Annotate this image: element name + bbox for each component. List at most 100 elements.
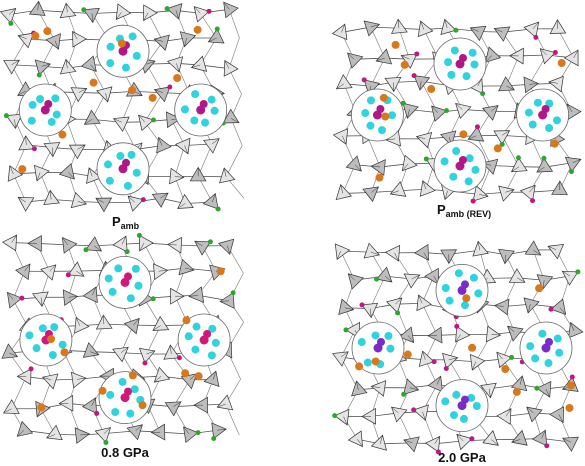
- guest-atom: [441, 397, 449, 405]
- guest-atom: [181, 105, 189, 113]
- atom: [444, 108, 449, 113]
- tetrahedron: [568, 322, 582, 337]
- oxygen-atom: [375, 174, 383, 182]
- guest-atom: [104, 160, 112, 168]
- oxygen-atom: [173, 74, 181, 82]
- guest-center: [461, 396, 469, 404]
- tetrahedron: [153, 317, 169, 331]
- guest-atom: [358, 338, 366, 346]
- guest-atom: [39, 324, 47, 332]
- atom: [29, 366, 34, 371]
- guest-atom: [452, 391, 460, 399]
- tetrahedron: [47, 425, 62, 439]
- tetrahedron: [428, 327, 442, 343]
- tetrahedron: [2, 344, 18, 358]
- tetrahedron: [204, 371, 219, 386]
- tetrahedron: [60, 3, 75, 17]
- tetrahedron: [336, 75, 352, 89]
- tetrahedron: [71, 193, 86, 208]
- atom: [570, 375, 575, 380]
- guest-atom: [367, 96, 375, 104]
- atom: [569, 169, 574, 174]
- tetrahedron: [168, 57, 183, 72]
- guest-atom: [50, 323, 58, 331]
- guest-atom: [473, 402, 481, 410]
- guest-center: [376, 105, 384, 113]
- tetrahedron: [333, 129, 347, 144]
- tetrahedron: [335, 409, 349, 424]
- guest-atom: [442, 284, 450, 292]
- guest-atom: [531, 354, 539, 362]
- tetrahedron: [217, 395, 232, 410]
- atom: [530, 198, 535, 203]
- atom: [94, 411, 99, 416]
- tetrahedron: [154, 87, 169, 102]
- oxygen-atom: [99, 387, 107, 395]
- guest-atom: [127, 294, 135, 302]
- guest-atom: [116, 152, 124, 160]
- atom: [509, 355, 514, 360]
- tetrahedron: [184, 427, 199, 442]
- guest-atom: [555, 349, 563, 357]
- tetrahedron: [44, 190, 60, 204]
- tetrahedron: [16, 264, 30, 279]
- atom: [141, 197, 146, 202]
- guest-atom: [26, 331, 34, 339]
- atom: [548, 307, 553, 312]
- atom: [469, 436, 474, 441]
- oxygen-atom: [355, 362, 363, 370]
- atom: [165, 6, 170, 11]
- atom: [343, 327, 348, 332]
- guest-atom: [111, 408, 119, 416]
- guest-atom: [469, 49, 477, 57]
- oxygen-atom: [139, 401, 147, 409]
- guest-atom: [534, 99, 542, 107]
- guest-atom: [132, 265, 140, 273]
- tetrahedron: [428, 376, 442, 391]
- guest-atom: [49, 351, 57, 359]
- tetrahedron: [335, 244, 349, 259]
- tetrahedron: [168, 237, 182, 253]
- tetrahedron: [144, 5, 158, 21]
- guest-center: [44, 100, 52, 108]
- guest-atom: [107, 43, 115, 51]
- tetrahedron: [33, 292, 48, 306]
- tetrahedron: [114, 117, 130, 131]
- tetrahedron: [60, 59, 75, 74]
- oxygen-atom: [551, 140, 559, 148]
- guest-atom: [114, 264, 122, 272]
- atom: [362, 77, 367, 82]
- atom: [395, 310, 400, 315]
- atom: [66, 272, 71, 277]
- atom: [360, 302, 365, 307]
- oxygen-atom: [380, 94, 388, 102]
- oxygen-atom: [372, 357, 380, 365]
- guest-atom: [212, 339, 220, 347]
- guest-atom: [553, 116, 561, 124]
- panel-label: 0.8 GPa: [101, 445, 149, 460]
- tetrahedron: [73, 31, 87, 47]
- tetrahedron: [44, 142, 60, 156]
- tetrahedron: [35, 60, 50, 75]
- tetrahedron: [470, 355, 484, 370]
- guest-atom: [450, 411, 458, 419]
- atom: [553, 50, 558, 55]
- tetrahedron: [19, 136, 35, 150]
- oxygen-atom: [558, 59, 566, 67]
- tetrahedron: [364, 21, 379, 36]
- guest-atom: [191, 90, 199, 98]
- guest-atom: [471, 166, 479, 174]
- atom: [32, 146, 37, 151]
- guest-atom: [466, 154, 474, 162]
- oxygen-atom: [118, 39, 126, 47]
- tetrahedron: [139, 235, 153, 251]
- panel-label: Pamb: [112, 214, 140, 231]
- tetrahedron: [414, 405, 429, 420]
- guest-atom: [208, 351, 216, 359]
- atom: [414, 51, 419, 56]
- guest-atom: [59, 341, 67, 349]
- tetrahedron: [385, 77, 401, 91]
- tetrahedron: [549, 76, 563, 91]
- bond: [226, 145, 242, 176]
- guest-atom: [36, 95, 44, 103]
